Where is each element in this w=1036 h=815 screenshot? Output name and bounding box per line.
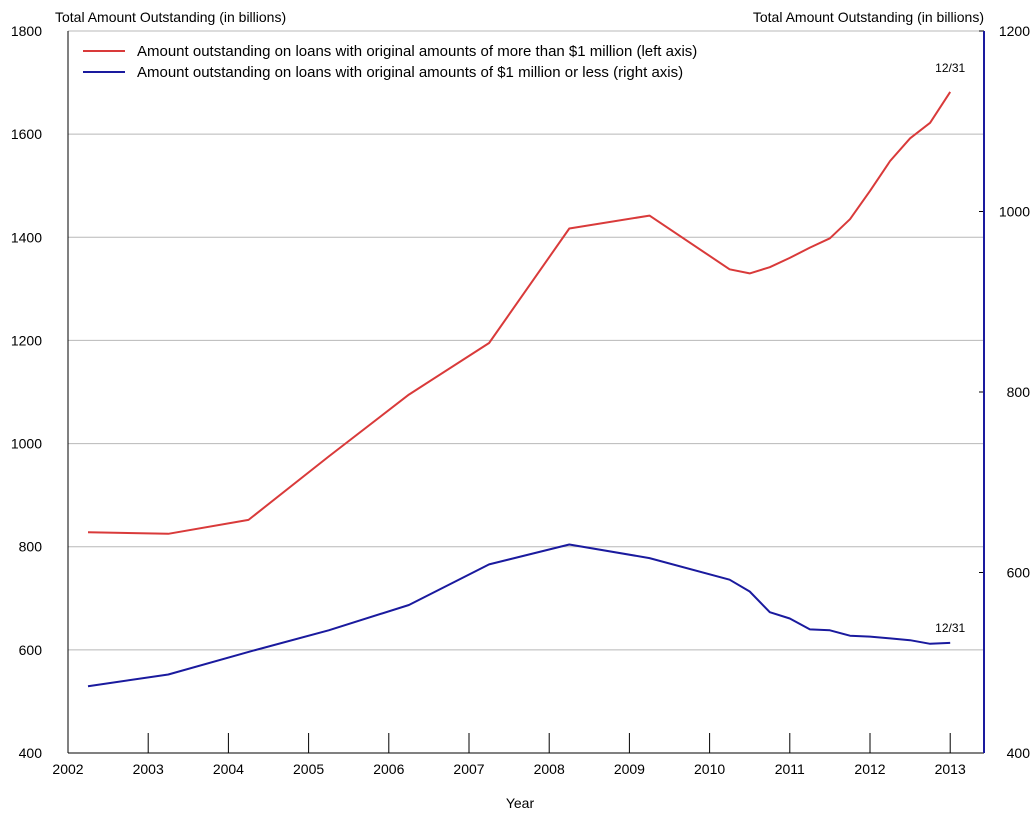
y-right-tick-label: 800 (1007, 384, 1031, 400)
y-left-tick-label: 1000 (11, 436, 42, 452)
x-tick-label: 2002 (52, 761, 83, 777)
x-tick-label: 2007 (453, 761, 484, 777)
series-lines: 12/31 12/31 (87, 61, 966, 688)
left-axis-title: Total Amount Outstanding (in billions) (55, 9, 286, 25)
gridlines (68, 30, 984, 651)
y-left-tick-label: 600 (19, 642, 43, 658)
x-tick-label: 2013 (935, 761, 966, 777)
tick-labels: 400 600 800 1000 1200 1400 1600 1800 400 600 800 10… (11, 23, 1030, 777)
y-right-tick-label: 1200 (999, 23, 1030, 39)
y-left-tick-label: 800 (19, 539, 43, 555)
y-left-tick-label: 1800 (11, 23, 42, 39)
x-tick-label: 2010 (694, 761, 725, 777)
end-label-small-loans: 12/31 (935, 621, 965, 635)
x-tick-label: 2008 (534, 761, 565, 777)
x-tick-label: 2006 (373, 761, 404, 777)
x-tick-label: 2004 (213, 761, 244, 777)
y-right-tick-label: 1000 (999, 204, 1030, 220)
right-axis-title: Total Amount Outstanding (in billions) (753, 9, 984, 25)
x-tick-label: 2005 (293, 761, 324, 777)
y-right-tick-label: 400 (1007, 745, 1031, 761)
legend: Amount outstanding on loans with origina… (83, 43, 697, 81)
y-left-tick-label: 1200 (11, 332, 42, 348)
legend-label: Amount outstanding on loans with origina… (137, 43, 697, 60)
series-line-small-loans (87, 543, 951, 688)
y-left-tick-label: 1600 (11, 126, 42, 142)
x-tick-label: 2009 (614, 761, 645, 777)
legend-label: Amount outstanding on loans with origina… (137, 64, 683, 81)
x-tick-label: 2003 (133, 761, 164, 777)
axes (67, 30, 985, 754)
y-left-tick-label: 1400 (11, 229, 42, 245)
y-left-tick-label: 400 (19, 745, 43, 761)
series-line-large-loans (87, 91, 952, 535)
x-tick-label: 2011 (775, 761, 805, 777)
x-tick-label: 2012 (854, 761, 885, 777)
y-right-tick-label: 600 (1007, 565, 1031, 581)
end-label-large-loans: 12/31 (935, 61, 965, 75)
x-axis-title: Year (506, 795, 535, 811)
